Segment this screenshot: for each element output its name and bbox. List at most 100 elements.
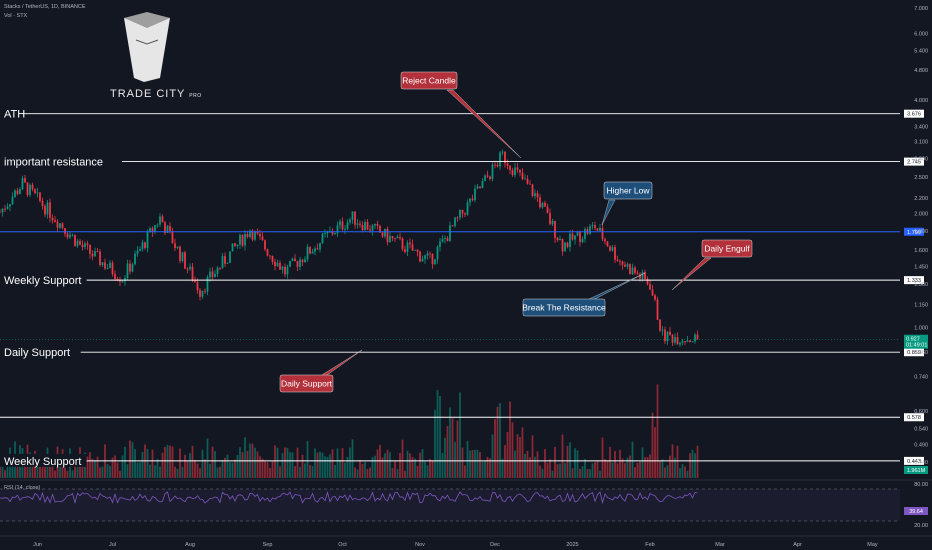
volume-bar: [369, 467, 371, 478]
candle-body: [231, 243, 234, 252]
volume-bar: [441, 452, 444, 478]
volume-bar: [169, 445, 171, 478]
volume-bar: [0, 466, 1, 478]
candle-body: [654, 295, 656, 300]
candle-body: [459, 209, 461, 218]
candle-body: [681, 341, 684, 343]
volume-bar: [71, 470, 74, 478]
volume-bar: [629, 455, 631, 478]
candle-body: [256, 231, 259, 234]
candle-body: [246, 233, 249, 237]
candle-body: [321, 233, 324, 244]
candle-body: [639, 274, 641, 279]
volume-bar: [579, 468, 581, 478]
volume-bar: [164, 446, 166, 478]
volume-bar: [294, 466, 296, 478]
price-tick-label: 3.400: [914, 124, 928, 130]
volume-bar: [351, 439, 354, 478]
candle-body: [234, 243, 236, 246]
callout-box: [603, 181, 653, 200]
candle-body: [524, 178, 526, 180]
candle-body: [449, 225, 451, 242]
candle-body: [486, 175, 489, 177]
volume-bar: [201, 449, 204, 478]
candle-body: [499, 152, 501, 167]
candle-body: [671, 334, 674, 343]
volume-bar: [129, 440, 131, 478]
volume-bar: [466, 440, 469, 478]
candle-body: [484, 175, 486, 182]
volume-bar: [49, 457, 51, 478]
candle-body: [644, 272, 646, 279]
volume-bar: [514, 450, 516, 478]
annotations: Reject Candle Higher Low Daily Engulf Break…: [279, 71, 753, 393]
volume-bar: [366, 469, 369, 478]
callout-box: [400, 71, 458, 90]
volume-bar: [244, 437, 246, 478]
candle-body: [191, 266, 194, 281]
price-tick-label: 0.740: [914, 375, 928, 381]
volume-bar: [159, 466, 161, 478]
volume-bar: [356, 469, 359, 478]
candle-body: [506, 163, 509, 166]
price-tick-label: 2.200: [914, 196, 928, 202]
level-label: important resistance: [4, 157, 103, 169]
volume-bar: [171, 446, 174, 478]
volume-bar: [121, 455, 124, 478]
candle-body: [614, 247, 616, 260]
candle-body: [311, 251, 314, 254]
candle-body: [546, 206, 549, 213]
rsi-title: RSI (14, close): [4, 485, 41, 491]
candle-body: [646, 278, 649, 285]
candle-body: [286, 266, 289, 275]
volume-bar: [11, 457, 14, 478]
level-price-badge: [904, 348, 924, 357]
candle-body: [211, 271, 214, 277]
price-axis[interactable]: 7.000 6.000 5.400 4.800 4.000 3.400 3.100 2.800…: [914, 6, 928, 466]
volume-bar: [454, 441, 456, 478]
volume-bar: [414, 458, 416, 478]
volume-bar: [271, 461, 274, 478]
volume-bar: [536, 451, 539, 478]
volume-bar: [199, 468, 201, 478]
candle-body: [119, 280, 121, 282]
volume-bar: [66, 470, 69, 478]
volume-bar: [374, 455, 376, 478]
volume-bar: [549, 459, 551, 478]
volume-bar: [146, 449, 149, 478]
volume-bar: [86, 456, 89, 478]
candle-body: [259, 233, 261, 237]
volume-bar: [459, 392, 461, 478]
price-tick-label: 1.600: [914, 248, 928, 254]
time-axis[interactable]: Jun Jul Aug Sep Oct Nov Dec 2025 Feb Mar Apr May: [33, 542, 878, 548]
volume-bar: [406, 450, 409, 478]
candle-body: [106, 267, 109, 269]
level-price-text: 0.859: [907, 350, 921, 356]
candle-body: [549, 212, 551, 225]
callout-text: Daily Engulf: [704, 244, 750, 254]
volume-bar: [341, 448, 344, 478]
candle-body: [659, 319, 661, 331]
volume-bar: [316, 452, 319, 478]
candle-body: [569, 233, 571, 248]
volume-bar: [16, 467, 19, 478]
volume-bar: [314, 448, 316, 478]
callout-text: Daily Support: [281, 379, 333, 389]
volume-bar: [434, 409, 436, 478]
candle-body: [349, 219, 351, 223]
price-tick-label: 0.860: [914, 350, 928, 356]
volume-bar: [586, 468, 589, 478]
volume-bar: [59, 457, 61, 478]
candle-body: [209, 271, 211, 278]
candle-body: [596, 228, 599, 231]
volume-bar: [574, 448, 576, 478]
candle-body: [434, 259, 436, 265]
volume-bar: [24, 464, 26, 478]
candle-body: [351, 211, 354, 220]
price-tick-label: 4.000: [914, 98, 928, 104]
volume-bar: [429, 458, 431, 478]
candle-body: [0, 211, 1, 213]
candle-body: [599, 228, 601, 231]
time-tick-label: May: [867, 542, 878, 548]
